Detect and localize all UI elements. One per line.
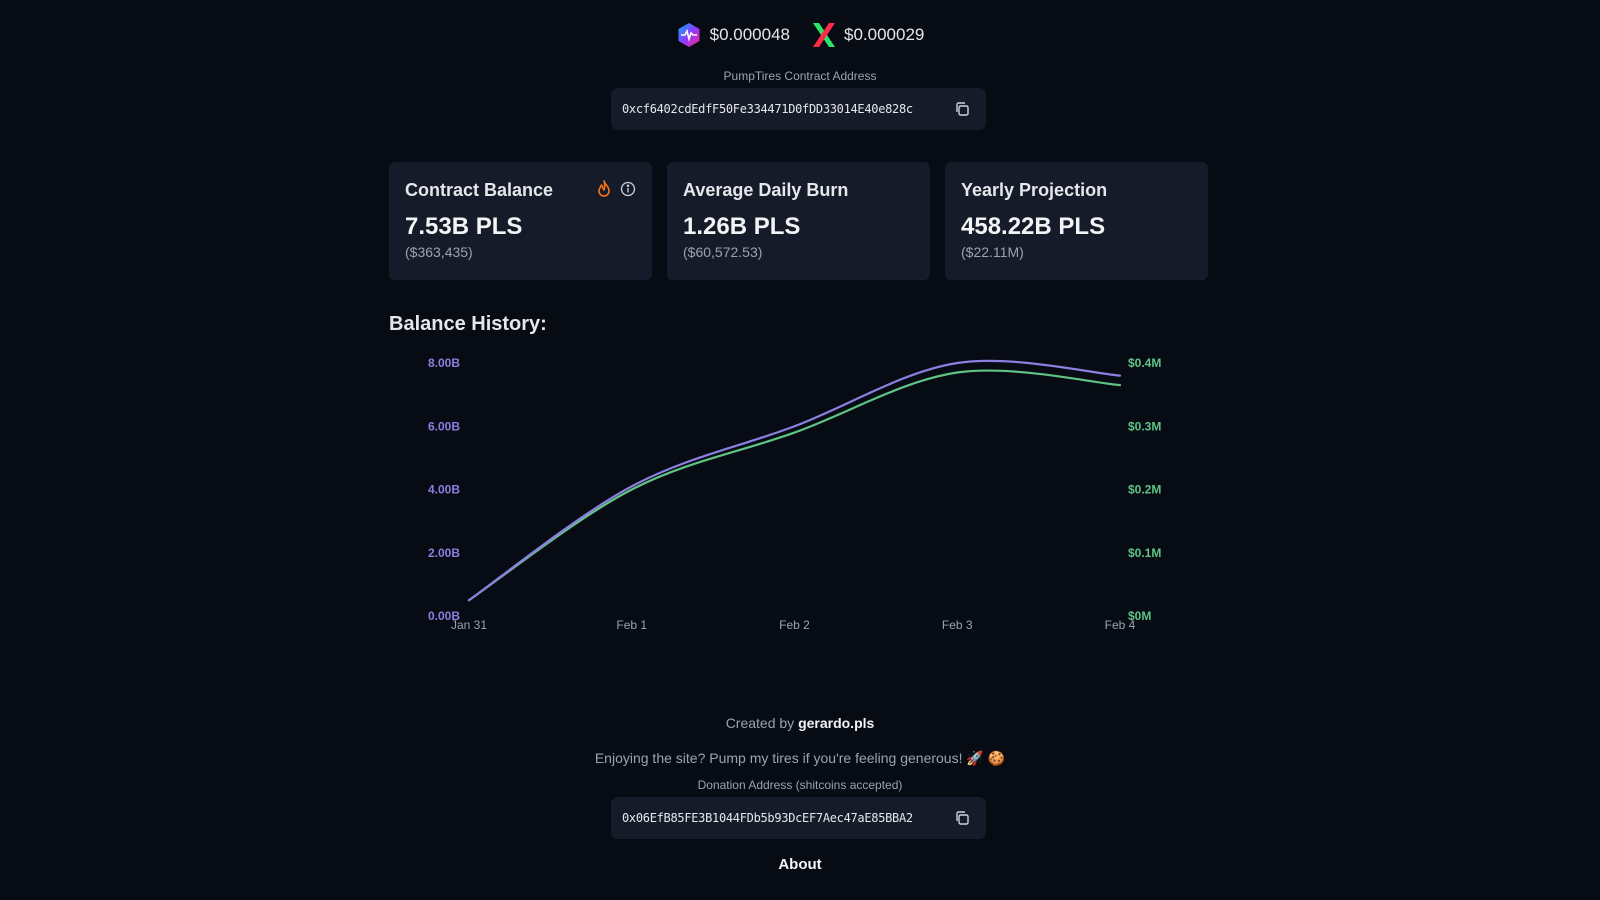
card-subvalue: ($60,572.53) (683, 244, 763, 260)
card-value: 1.26B PLS (683, 213, 801, 240)
pulsex-logo-icon (812, 22, 836, 48)
x-tick-label: Feb 1 (616, 618, 647, 632)
copy-icon[interactable] (954, 101, 970, 117)
copy-icon[interactable] (954, 810, 970, 826)
average-daily-burn-card: Average Daily Burn 1.26B PLS ($60,572.53… (667, 162, 930, 280)
about-link[interactable]: About (778, 856, 822, 873)
y-right-tick-label: $0.1M (1128, 546, 1161, 560)
stat-cards: Contract Balance 7.53B PLS ($363,435) Av… (389, 162, 1209, 280)
created-by: Created by gerardo.pls (0, 715, 1600, 731)
x-tick-label: Feb 3 (942, 618, 973, 632)
plsx-price: $0.000029 (812, 22, 924, 48)
pls-price-value: $0.000048 (709, 25, 790, 44)
card-title: Contract Balance (405, 180, 554, 200)
enjoy-text: Enjoying the site? Pump my tires if you'… (594, 750, 1006, 766)
y-right-tick-label: $0.4M (1128, 356, 1161, 370)
y-left-tick-label: 6.00B (428, 419, 460, 433)
y-left-tick-label: 8.00B (428, 356, 460, 370)
card-icons (596, 180, 636, 203)
y-left-tick-label: 2.00B (428, 546, 460, 560)
y-right-tick-label: $0.2M (1128, 483, 1161, 497)
balance-history-title: Balance History: (389, 313, 547, 335)
balance-history-chart: 0.00B 2.00B 4.00B 6.00B 8.00B $0M $0.1M $0.2M $0… (428, 356, 1161, 632)
yearly-projection-card: Yearly Projection 458.22B PLS ($22.11M) (945, 162, 1208, 280)
card-value: 7.53B PLS (405, 213, 523, 240)
pulsechain-logo-icon (676, 22, 702, 48)
pls-price: $0.000048 (676, 22, 790, 48)
y-right-tick-label: $0M (1128, 609, 1151, 623)
y-left-tick-label: 0.00B (428, 609, 460, 623)
contract-address-label: PumpTires Contract Address (723, 69, 877, 83)
x-tick-label: Feb 2 (779, 618, 810, 632)
donation-address-box: 0x06EfB85FE3B1044FDb5b93DcEF7Aec47aE85BB… (611, 797, 986, 839)
x-tick-label: Feb 4 (1105, 618, 1136, 632)
card-subvalue: ($363,435) (405, 244, 473, 260)
series-line (467, 369, 1122, 602)
x-tick-label: Jan 31 (451, 618, 487, 632)
info-icon[interactable] (620, 181, 636, 202)
donation-address[interactable]: 0x06EfB85FE3B1044FDb5b93DcEF7Aec47aE85BB… (622, 811, 913, 825)
card-subvalue: ($22.11M) (961, 244, 1024, 260)
created-by-prefix: Created by (725, 715, 795, 731)
creator-link[interactable]: gerardo.pls (798, 715, 875, 731)
plsx-price-value: $0.000029 (844, 25, 925, 44)
y-right-tick-label: $0.3M (1128, 419, 1161, 433)
card-value: 458.22B PLS (961, 213, 1106, 240)
card-title: Average Daily Burn (683, 180, 849, 200)
token-prices: $0.000048 $0.000029 (0, 22, 1600, 48)
series-line (467, 359, 1122, 602)
fire-icon[interactable] (596, 180, 612, 203)
contract-address-box: 0xcf6402cdEdfF50Fe334471D0fDD33014E40e82… (611, 88, 986, 130)
donation-address-label: Donation Address (shitcoins accepted) (697, 778, 903, 792)
contract-balance-card: Contract Balance 7.53B PLS ($363,435) (389, 162, 652, 280)
y-left-tick-label: 4.00B (428, 483, 460, 497)
contract-address[interactable]: 0xcf6402cdEdfF50Fe334471D0fDD33014E40e82… (622, 102, 913, 116)
card-title: Yearly Projection (961, 180, 1108, 200)
